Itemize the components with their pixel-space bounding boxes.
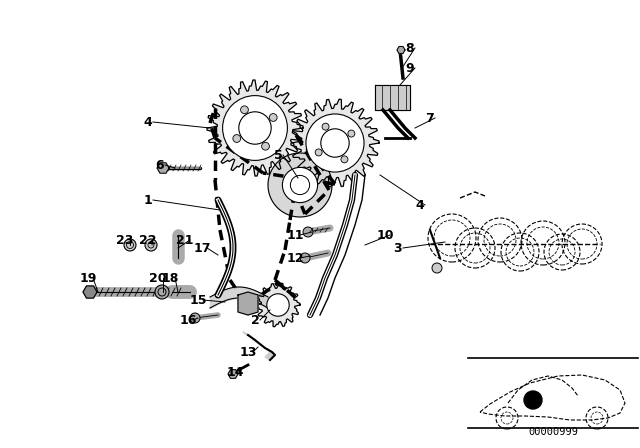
Circle shape bbox=[432, 263, 442, 273]
Text: 9: 9 bbox=[406, 61, 414, 74]
Circle shape bbox=[241, 106, 248, 114]
Polygon shape bbox=[256, 283, 300, 327]
Text: 1: 1 bbox=[143, 194, 152, 207]
Text: 3: 3 bbox=[394, 241, 403, 254]
Text: 11: 11 bbox=[286, 228, 304, 241]
Polygon shape bbox=[228, 370, 238, 378]
Text: 20: 20 bbox=[149, 271, 167, 284]
Text: 5: 5 bbox=[274, 148, 282, 161]
Circle shape bbox=[306, 114, 364, 172]
Circle shape bbox=[341, 156, 348, 163]
Text: 17: 17 bbox=[193, 241, 211, 254]
Text: 8: 8 bbox=[406, 42, 414, 55]
Text: 4: 4 bbox=[415, 198, 424, 211]
Polygon shape bbox=[83, 286, 97, 298]
Circle shape bbox=[300, 253, 310, 263]
Polygon shape bbox=[268, 153, 332, 217]
Circle shape bbox=[282, 168, 317, 202]
Circle shape bbox=[303, 227, 313, 237]
Circle shape bbox=[233, 135, 241, 142]
Text: 12: 12 bbox=[286, 251, 304, 264]
Circle shape bbox=[155, 285, 169, 299]
Text: 2: 2 bbox=[251, 314, 259, 327]
Text: 21: 21 bbox=[176, 233, 194, 246]
Circle shape bbox=[267, 294, 289, 316]
Circle shape bbox=[348, 130, 355, 137]
Text: 23: 23 bbox=[116, 233, 134, 246]
Polygon shape bbox=[291, 99, 379, 187]
Text: 13: 13 bbox=[239, 345, 257, 358]
Text: 6: 6 bbox=[156, 159, 164, 172]
Text: 16: 16 bbox=[179, 314, 196, 327]
Polygon shape bbox=[375, 85, 410, 110]
Text: 18: 18 bbox=[161, 271, 179, 284]
Text: 15: 15 bbox=[189, 293, 207, 306]
Circle shape bbox=[322, 123, 329, 130]
Circle shape bbox=[315, 149, 322, 156]
Circle shape bbox=[223, 95, 287, 160]
Polygon shape bbox=[207, 80, 303, 176]
Text: 7: 7 bbox=[426, 112, 435, 125]
Circle shape bbox=[190, 313, 200, 323]
Text: 00000999: 00000999 bbox=[528, 427, 578, 437]
Text: 4: 4 bbox=[143, 116, 152, 129]
Polygon shape bbox=[238, 292, 258, 315]
Circle shape bbox=[145, 239, 157, 251]
Circle shape bbox=[524, 391, 542, 409]
Text: 10: 10 bbox=[376, 228, 394, 241]
Circle shape bbox=[124, 239, 136, 251]
Polygon shape bbox=[157, 163, 169, 173]
Text: 14: 14 bbox=[227, 366, 244, 379]
Circle shape bbox=[262, 142, 269, 150]
Circle shape bbox=[269, 114, 277, 121]
Polygon shape bbox=[397, 47, 405, 53]
Polygon shape bbox=[243, 332, 275, 360]
Text: 22: 22 bbox=[140, 233, 157, 246]
Text: 19: 19 bbox=[79, 271, 97, 284]
